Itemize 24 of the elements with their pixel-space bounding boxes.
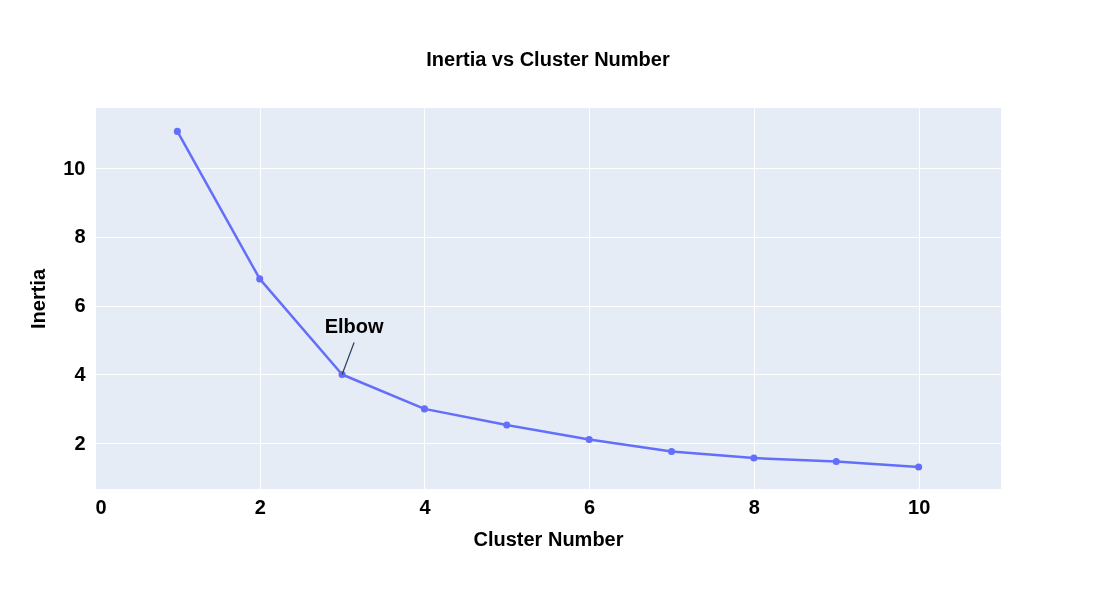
y-tick-label: 10 [63, 156, 86, 179]
point [420, 405, 428, 413]
x-tick-label: 0 [95, 495, 107, 518]
annotation: Elbow [324, 315, 384, 338]
chart-title: Inertia vs Cluster Number [426, 48, 670, 70]
point [915, 463, 923, 471]
point [668, 447, 676, 456]
point [173, 127, 181, 135]
y-axis-title: Inertia [27, 268, 50, 330]
x-axis-title: Cluster Number [473, 527, 624, 550]
x-tick-label: 2 [254, 495, 266, 518]
point [503, 421, 511, 429]
y-tick-label: 4 [74, 362, 87, 385]
point [585, 435, 593, 444]
point [832, 457, 840, 466]
x-tick-label: 10 [908, 495, 931, 518]
x-tick-label: 4 [419, 495, 432, 518]
y-tick-label: 6 [74, 294, 86, 317]
point [750, 454, 758, 462]
point [256, 275, 264, 283]
y-tick-label: 8 [74, 225, 86, 248]
x-tick-label: 8 [748, 495, 760, 518]
y-tick-label: 2 [74, 431, 86, 454]
x-tick-label: 6 [584, 495, 596, 518]
